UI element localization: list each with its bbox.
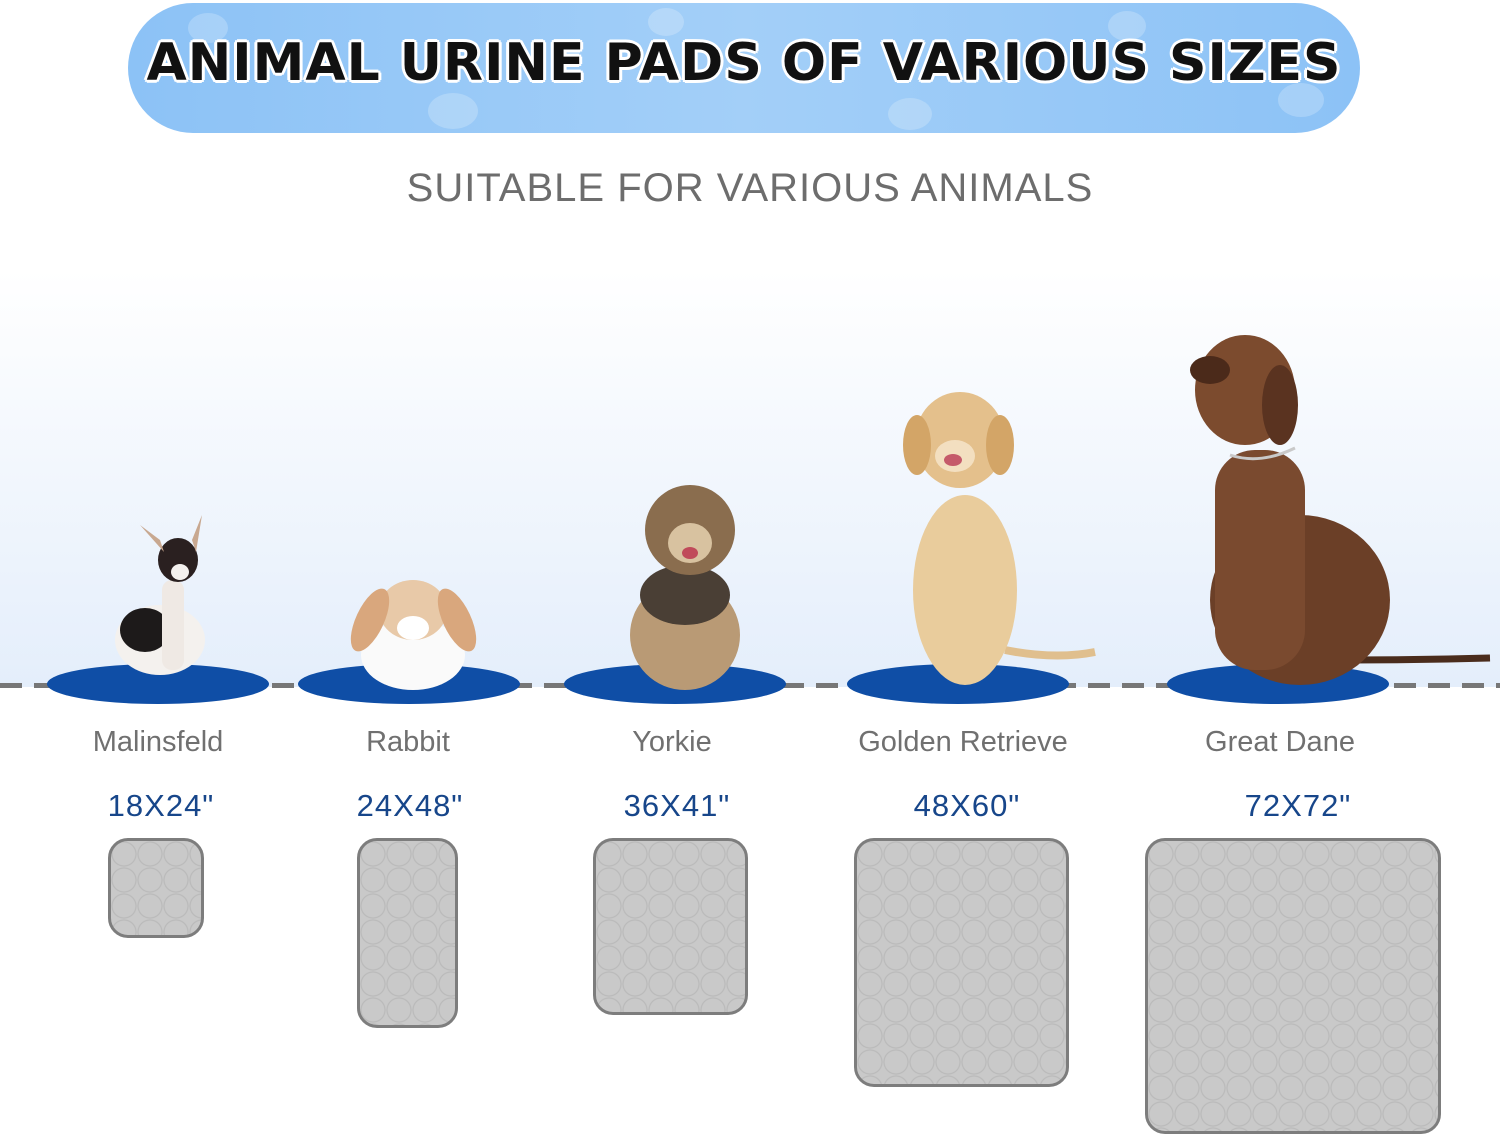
banner-title: ANIMAL URINE PADS OF VARIOUS SIZES (146, 33, 1342, 93)
rabbit-photo-icon (350, 580, 477, 690)
animal-label: Yorkie (632, 726, 712, 758)
title-banner: ANIMAL URINE PADS OF VARIOUS SIZES (128, 3, 1360, 133)
chihuahua-photo-icon (115, 515, 205, 675)
pad-size: 24X48" (356, 788, 464, 823)
subtitle: SUITABLE FOR VARIOUS ANIMALS (406, 166, 1094, 210)
pad-18x24 (108, 838, 204, 938)
pad-24x48 (357, 838, 458, 1028)
pad-size: 18X24" (107, 788, 215, 823)
great-dane-photo-icon (1190, 335, 1491, 685)
animal-label: Golden Retrieve (858, 726, 1068, 758)
pad-72x72 (1145, 838, 1441, 1134)
pad-48x60 (854, 838, 1069, 1087)
pad-36x41 (593, 838, 748, 1015)
animal-label: Great Dane (1205, 726, 1355, 758)
pad-size: 72X72" (1244, 788, 1352, 823)
pad-size: 48X60" (913, 788, 1021, 823)
pad-size: 36X41" (623, 788, 731, 823)
animal-label: Malinsfeld (92, 726, 224, 758)
animal-label: Rabbit (366, 726, 450, 758)
yorkie-photo-icon (630, 485, 740, 690)
golden-retriever-photo-icon (903, 392, 1096, 685)
